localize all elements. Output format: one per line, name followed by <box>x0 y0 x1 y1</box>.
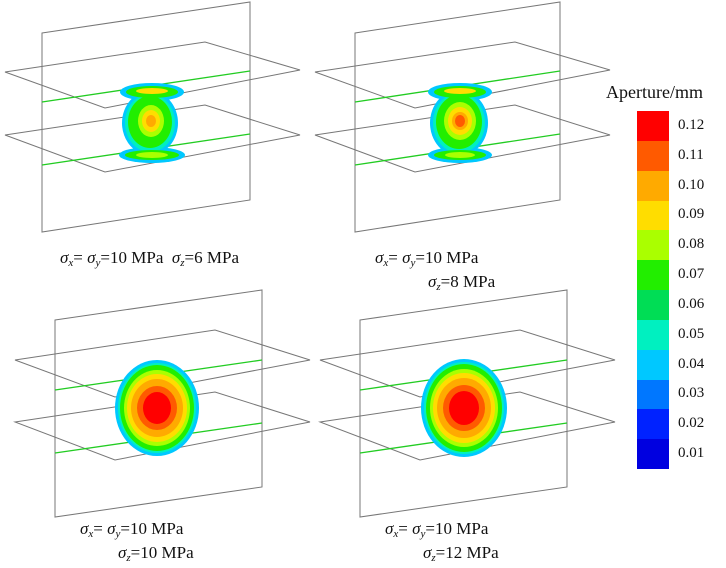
fracture-plane-vertical <box>41 1 251 233</box>
legend-tick-label: 0.10 <box>678 176 705 193</box>
aperture-contour <box>421 359 507 457</box>
legend-tick-label: 0.06 <box>678 295 705 312</box>
legend-swatch <box>637 379 669 410</box>
aperture-contour <box>428 83 492 163</box>
legend-tick-label: 0.01 <box>678 445 705 462</box>
legend-swatch <box>637 140 669 172</box>
legend-swatch <box>637 170 669 201</box>
legend-swatch <box>637 290 669 321</box>
legend-tick-label: 0.08 <box>678 236 705 253</box>
fracture-plane-upper <box>314 41 611 109</box>
legend-tick-label: 0.09 <box>678 206 705 223</box>
legend-tick-label: 0.05 <box>678 325 705 342</box>
fracture-plane-vertical <box>359 289 568 518</box>
color-legend-bar <box>637 111 669 470</box>
panel-2-caption-line1: σx= σy=10 MPa <box>375 248 479 269</box>
panel-3 <box>13 289 311 518</box>
sigma-x-symbol: σ <box>60 248 69 267</box>
fracture-plane-upper <box>14 329 311 398</box>
panel-3-caption-line1: σx= σy=10 MPa <box>80 519 184 540</box>
legend-title: Aperture/mm <box>606 82 703 102</box>
legend-swatch <box>637 319 669 351</box>
legend-swatch <box>637 200 669 231</box>
legend-tick-label: 0.12 <box>678 116 705 133</box>
legend-swatch <box>637 260 669 291</box>
aperture-contour <box>115 360 199 456</box>
fracture-plane-vertical <box>54 289 263 518</box>
fracture-plane-upper <box>319 329 616 398</box>
legend-swatch <box>637 349 669 380</box>
panel-4-caption-line1: σx= σy=10 MPa <box>385 519 489 540</box>
panel-4 <box>318 289 616 518</box>
legend-swatch <box>637 230 669 261</box>
legend-swatch <box>637 409 669 440</box>
legend-swatch <box>637 439 669 470</box>
legend-tick-label: 0.07 <box>678 266 705 283</box>
panel-2-caption-line2: σz=8 MPa <box>428 272 496 293</box>
panel-1-caption: σx= σy=10 MPa σz=6 MPa <box>60 248 239 269</box>
legend-swatch <box>637 111 669 142</box>
fracture-plane-upper <box>4 41 301 109</box>
legend-tick-label: 0.04 <box>678 355 705 372</box>
panel-2 <box>314 1 611 233</box>
legend-tick-label: 0.02 <box>678 415 705 432</box>
fracture-plane-vertical <box>354 1 561 233</box>
panel-3-caption-line2: σz=10 MPa <box>118 543 194 564</box>
panel-1 <box>4 1 301 233</box>
panel-4-caption-line2: σz=12 MPa <box>423 543 499 564</box>
legend-tick-label: 0.11 <box>678 146 704 163</box>
legend-tick-label: 0.03 <box>678 385 705 402</box>
aperture-contour <box>119 83 185 163</box>
